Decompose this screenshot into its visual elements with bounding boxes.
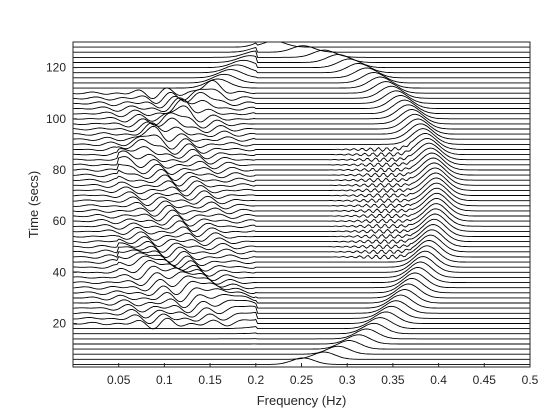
trace-line (73, 218, 530, 242)
trace-line (73, 72, 530, 84)
trace-line (73, 224, 530, 247)
trace-line (73, 234, 530, 259)
trace-line (73, 351, 530, 360)
trace-line (73, 240, 530, 263)
y-tick-label: 40 (53, 265, 67, 279)
trace-line (73, 322, 530, 335)
trace-line (73, 63, 530, 74)
trace-line (73, 128, 530, 150)
x-tick-label: 0.4 (430, 373, 447, 387)
trace-line (73, 229, 530, 253)
trace-line (73, 182, 530, 207)
x-tick-label: 0.05 (107, 373, 131, 387)
trace-line (73, 104, 530, 123)
trace-line (73, 67, 530, 79)
x-tick-label: 0.5 (522, 373, 539, 387)
trace-line (73, 272, 530, 292)
x-tick-label: 0.2 (247, 373, 264, 387)
trace-line (73, 283, 530, 303)
y-tick-label: 60 (53, 214, 67, 228)
trace-line (73, 311, 530, 330)
trace-line (73, 42, 530, 48)
x-tick-label: 0.25 (290, 373, 314, 387)
x-tick-label: 0.3 (339, 373, 356, 387)
trace-line (73, 334, 530, 345)
trace-line (73, 45, 530, 53)
x-tick-label: 0.45 (473, 373, 497, 387)
trace-line (73, 250, 530, 272)
trace-line (73, 317, 530, 330)
trace-line (73, 245, 530, 267)
x-tick-label: 0.35 (381, 373, 405, 387)
trace-line (73, 277, 530, 296)
trace-line (73, 197, 530, 222)
trace-line (73, 267, 530, 286)
trace-line (73, 192, 530, 217)
trace-line (73, 294, 530, 314)
trace-line (73, 300, 530, 319)
trace-line (73, 162, 530, 187)
y-tick-label: 20 (53, 316, 67, 330)
trace-line (73, 305, 530, 324)
trace-line (73, 49, 530, 58)
trace-line (73, 54, 530, 63)
trace-line (73, 133, 530, 155)
trace-line (73, 58, 530, 69)
trace-line (73, 345, 530, 355)
trace-line (73, 142, 530, 165)
y-axis: 20 40 60 80 100 120 (46, 61, 77, 330)
trace-line (73, 157, 530, 181)
trace-line (73, 340, 530, 350)
trace-line (73, 261, 530, 282)
trace-line (73, 167, 530, 192)
trace-line (73, 109, 530, 129)
trace-line (73, 123, 530, 142)
trace-group (73, 42, 530, 365)
trace-line (73, 328, 530, 340)
trace-line (73, 137, 530, 160)
x-tick-label: 0.15 (198, 373, 222, 387)
trace-line (73, 203, 530, 227)
x-axis-label: Frequency (Hz) (257, 393, 347, 408)
trace-line (73, 80, 530, 99)
trace-line (73, 152, 530, 175)
trace-line (73, 90, 530, 109)
trace-line (73, 98, 530, 118)
trace-line (73, 177, 530, 201)
y-axis-label: Time (secs) (26, 171, 41, 238)
trace-line (73, 208, 530, 233)
plot-area (73, 42, 530, 367)
trace-line (73, 357, 530, 365)
trace-line (73, 213, 530, 238)
trace-line (73, 147, 530, 170)
x-axis: 0.05 0.1 0.15 0.2 0.25 0.3 0.35 0.4 0.45 0.5 (107, 363, 539, 387)
trace-line (73, 118, 530, 138)
trace-line (73, 85, 530, 104)
trace-line (73, 187, 530, 212)
x-tick-label: 0.1 (156, 373, 173, 387)
y-tick-label: 100 (46, 112, 66, 126)
trace-line (73, 289, 530, 309)
trace-line (73, 256, 530, 277)
y-tick-label: 120 (46, 61, 66, 75)
trace-line (73, 95, 530, 113)
trace-line (73, 172, 530, 197)
y-tick-label: 80 (53, 163, 67, 177)
trace-line (73, 76, 530, 89)
